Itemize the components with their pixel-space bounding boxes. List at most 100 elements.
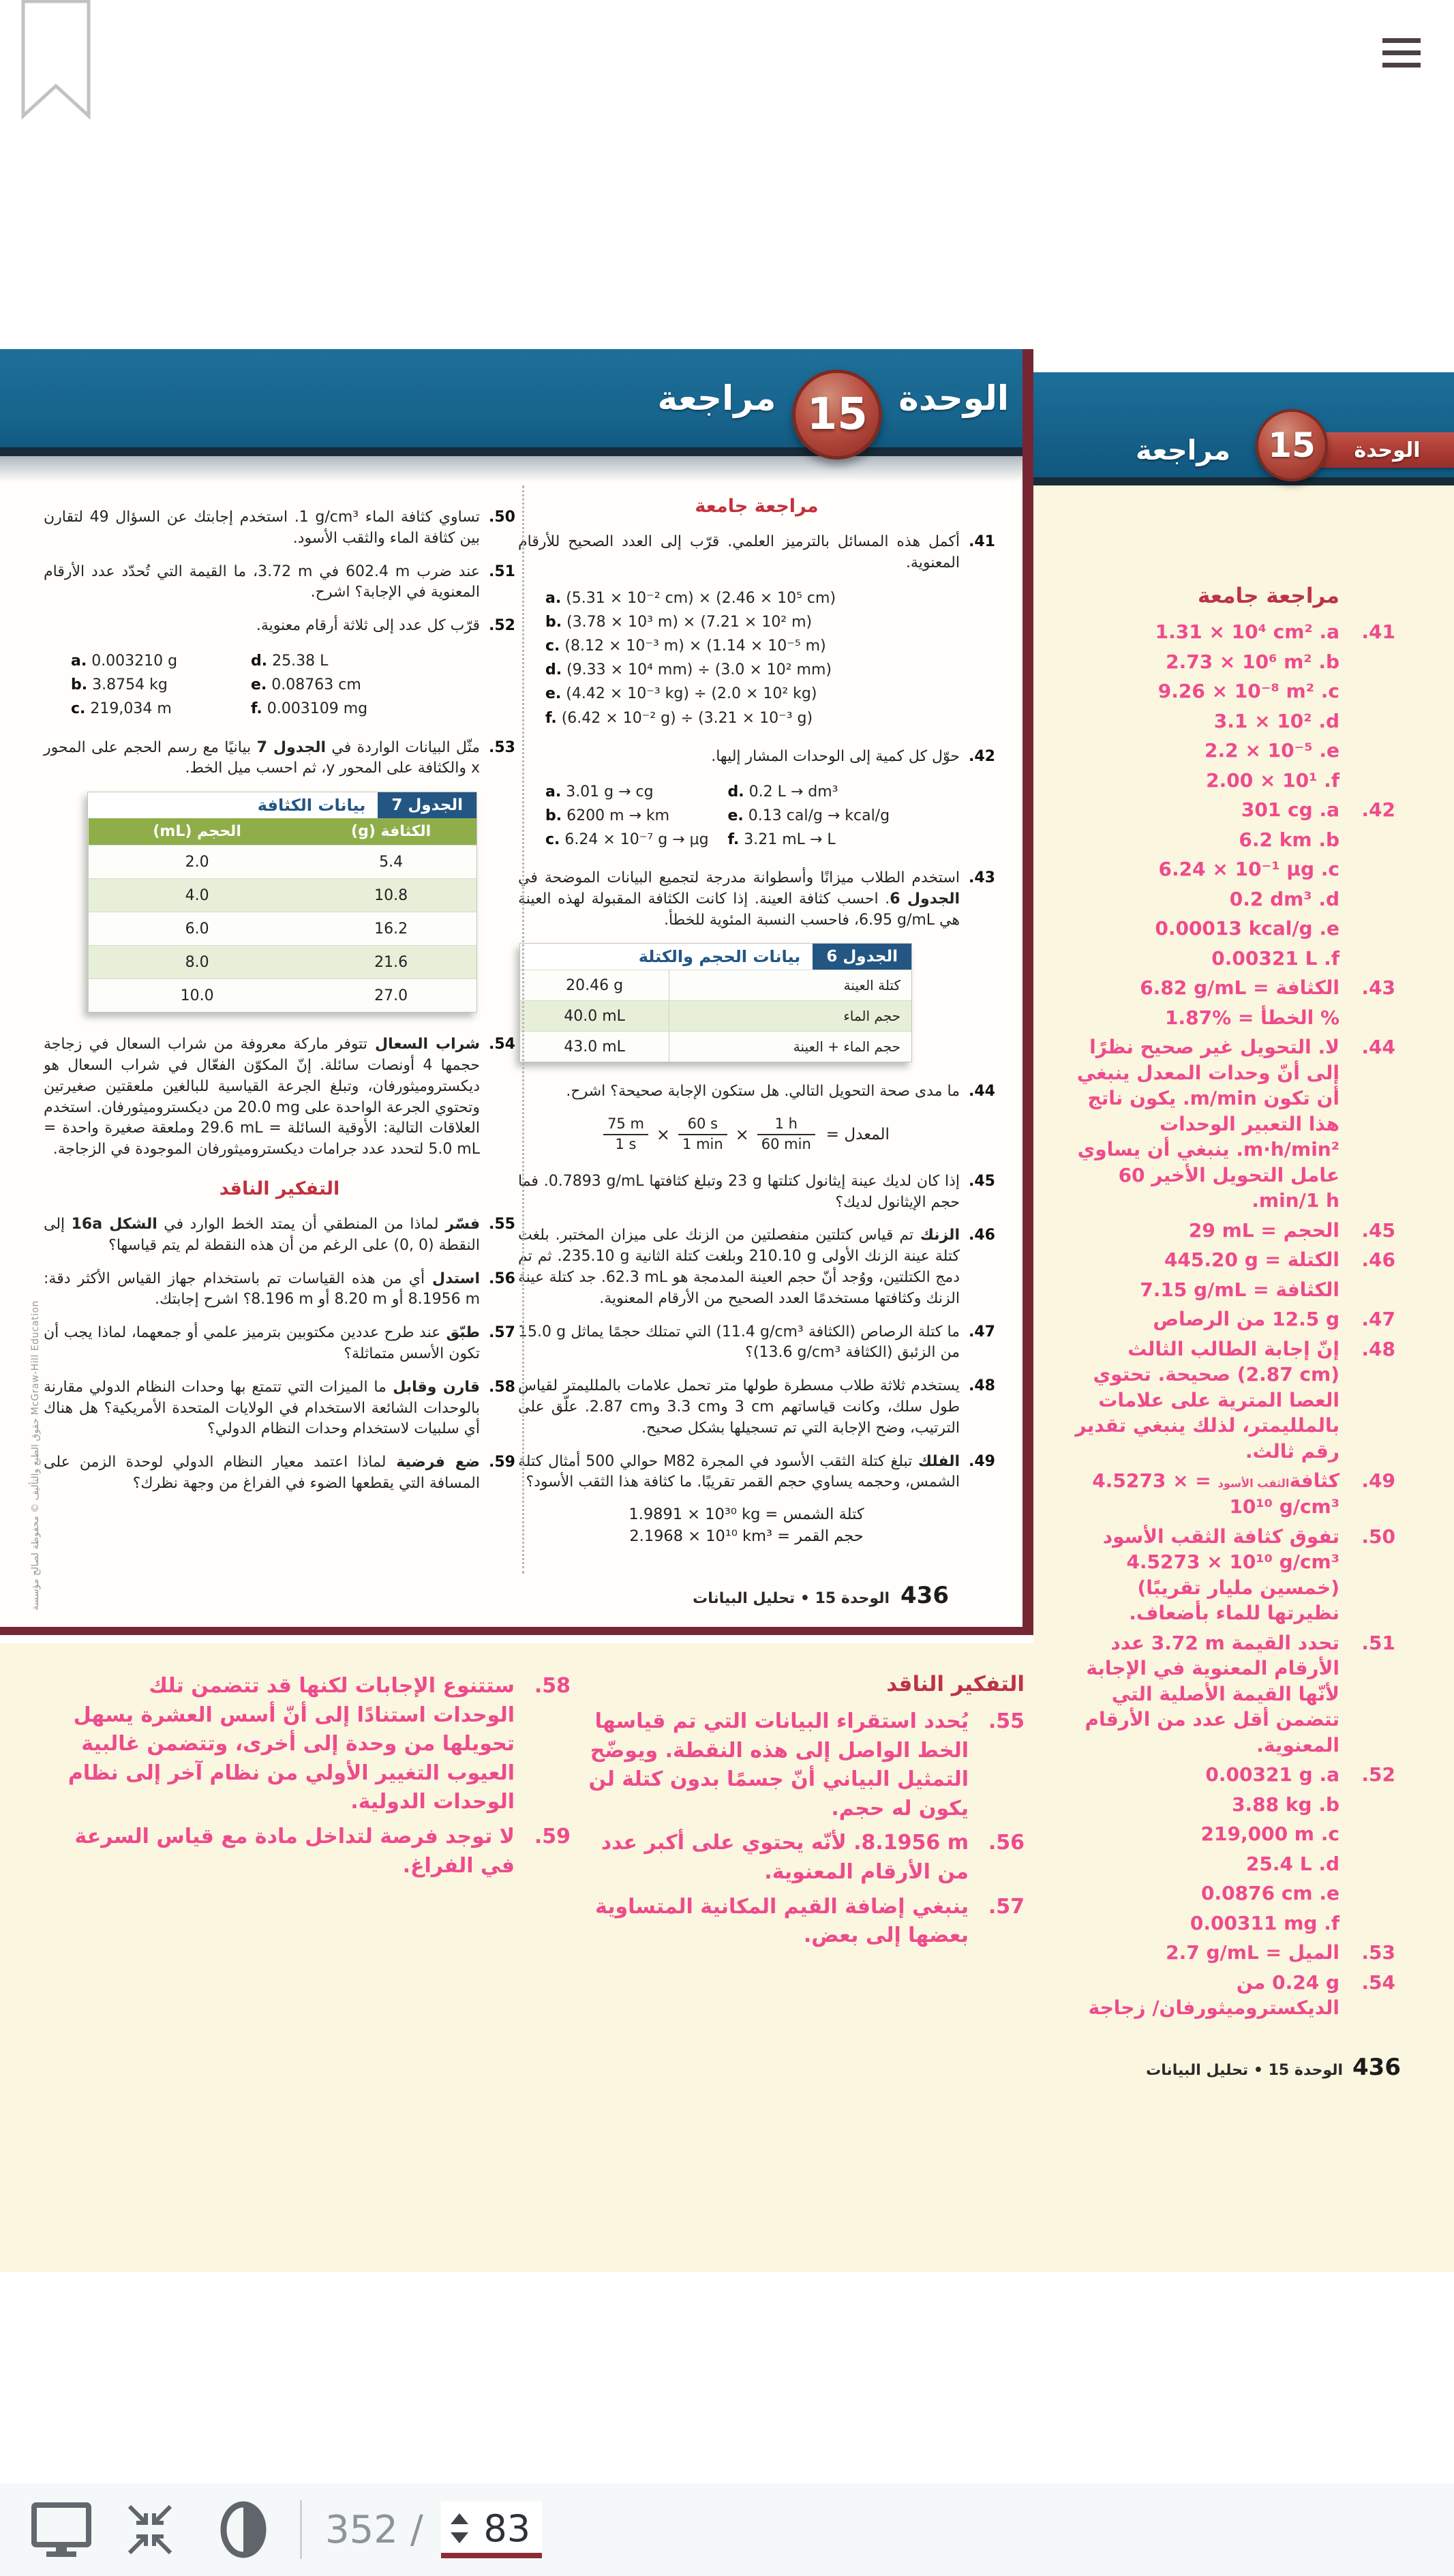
answer-number: 41.	[1361, 620, 1395, 643]
bookmark-icon[interactable]	[18, 0, 94, 123]
item-letter: f.	[251, 700, 262, 718]
answer-line: 55. يُحدد استقراء البيانات التي تم قياسها…	[588, 1707, 1025, 1823]
menu-bar	[1382, 50, 1421, 55]
question: 41. أكمل هذه المسائل بالترميز العلمي. قرّ…	[518, 533, 995, 571]
answer-line: e. 2.2 × 10⁻⁵	[1072, 738, 1395, 764]
denominator: 1 min	[682, 1135, 723, 1152]
item-letter: d.	[545, 661, 562, 679]
item-letter: f.	[1324, 946, 1339, 970]
question-number: 46.	[969, 1227, 995, 1244]
answer-line: 49. كثافةالثقب الأسود = 4.5273 × 10¹⁰ g/c…	[1092, 1469, 1395, 1518]
list-item: a. 0.003210 g	[71, 652, 178, 670]
table-cell: 40.0 mL	[564, 1007, 625, 1025]
spinner-up-icon[interactable]	[450, 2513, 468, 2524]
value: 12.5 g	[1272, 1308, 1339, 1331]
item-letter: b.	[545, 613, 562, 631]
bold-text: الجدول 6	[890, 890, 960, 908]
list-item: c. 219,034 m	[71, 700, 172, 718]
page-number: 436	[900, 1582, 949, 1609]
answer-line: 59. لا توجد فرصة لتداخل مادة مع قياس السر…	[63, 1823, 571, 1881]
numerator: 60 s	[678, 1115, 727, 1135]
value: 9.26 × 10⁻⁸ m²	[1157, 680, 1314, 703]
equation: كتلة الشمس = 1.9891 × 10³⁰ kg	[628, 1506, 864, 1524]
pair-list: a. 0.003210 g d. 25.38 L b. 3.8754 kg e. 0.…	[71, 649, 480, 721]
value: 3 cm	[734, 1398, 774, 1416]
value: 2.1968 × 10¹⁰ km³	[629, 1527, 773, 1546]
questions-column-left: 50. تساوي كثافة الماء 1 g/cm³. استخدم إجا…	[44, 507, 515, 1507]
bold-text: الشكل 16a	[71, 1215, 157, 1233]
value: x	[470, 760, 480, 777]
value: 2.2 × 10⁻⁵	[1205, 739, 1313, 762]
item-letter: d.	[1318, 709, 1339, 732]
answer-number: 42.	[1361, 798, 1395, 822]
answers-heading: التفكير الناقد	[886, 1672, 1025, 1696]
value: 29.6 mL	[200, 1120, 263, 1137]
formula-label: المعدل =	[826, 1125, 890, 1143]
fraction: 1 h 60 min	[757, 1115, 815, 1154]
question: 49. الفلك تبلغ كتلة الثقب الأسود في المجر…	[518, 1452, 995, 1491]
value: 602.4 m	[346, 563, 410, 580]
menu-icon[interactable]	[1382, 38, 1421, 75]
sidebar-navy-strip	[1033, 477, 1454, 485]
list-item: a. 3.01 g → cg	[545, 783, 654, 800]
spinner-arrows[interactable]	[450, 2513, 468, 2543]
data-table: الجدول 6 بيانات الحجم والكتلة كتلة العينة 2…	[519, 943, 912, 1063]
value: 11.4 g/cm³	[721, 1323, 804, 1341]
table-cell: حجم الماء	[669, 1001, 911, 1032]
value: 29 mL	[1188, 1218, 1254, 1242]
contrast-icon[interactable]	[217, 2500, 270, 2559]
monitor-icon[interactable]	[30, 2502, 93, 2558]
list-item: f. 3.21 mL → L	[727, 830, 836, 848]
value: 62.3 mL	[605, 1269, 668, 1287]
table-cell: 6.0	[88, 912, 305, 946]
page-number-input[interactable]: 83	[483, 2506, 531, 2550]
item-letter: a.	[1319, 798, 1339, 822]
table-row: 21.6 8.0	[88, 945, 476, 979]
sidebar-header-band: الوحدة 15 مراجعة	[1033, 372, 1454, 481]
value: 23 g	[728, 1172, 762, 1190]
item-letter: a.	[1319, 620, 1339, 643]
item-letter: b.	[1318, 1793, 1339, 1816]
answer-line: f. 0.00321 L	[1072, 946, 1395, 972]
spinner-down-icon[interactable]	[450, 2532, 468, 2543]
answer-number: 55.	[988, 1709, 1025, 1733]
question: 52. قرّب كل عدد إلى ثلاثة أرقام معنوية.	[44, 616, 515, 637]
table-cell: حجم الماء + العينة	[669, 1032, 911, 1062]
item-letter: b.	[1318, 828, 1339, 851]
toolbar-divider	[300, 2500, 302, 2559]
answer-number: 56.	[988, 1831, 1025, 1855]
table-title: بيانات الحجم والكتلة	[638, 947, 801, 967]
value: 1.87%	[1165, 1006, 1232, 1029]
answer-number: 51.	[1361, 1631, 1395, 1654]
value: (0, 0)	[393, 1236, 434, 1254]
copyright-text: حقوق الطبع والتأليف © محفوظة لصالح مؤسسة…	[30, 1300, 41, 1611]
item-letter: c.	[71, 700, 86, 718]
list-item: e. 0.13 cal/g → kcal/g	[727, 807, 890, 824]
list-row: a. 3.01 g → cg d. 0.2 L → dm³	[545, 780, 960, 804]
answer-line: d. 3.1 × 10²	[1072, 708, 1395, 734]
value: 7.15 g/mL	[1140, 1278, 1247, 1301]
value: 3.1 × 10²	[1213, 709, 1312, 732]
collapse-icon[interactable]	[124, 2504, 176, 2556]
answer-line: 52. a. 0.00321 g	[1072, 1762, 1395, 1788]
answer-line: % الخطأ = 1.87%	[1165, 1006, 1339, 1029]
value: 1.9891 × 10³⁰ kg	[628, 1506, 761, 1524]
item-letter: a.	[545, 783, 562, 800]
answer-line: b. 3.88 kg	[1072, 1792, 1395, 1818]
value: m·h/min²	[1243, 1138, 1339, 1161]
answer-number: 57.	[988, 1894, 1025, 1919]
table-row: حجم الماء + العينة 43.0 mL	[520, 1031, 911, 1062]
page-spinner[interactable]: 83	[440, 2501, 542, 2558]
list-item: d. (9.33 × 10⁴ mm) ÷ (3.0 × 10² mm)	[545, 661, 832, 679]
list-row: c. 219,034 m f. 0.003109 mg	[71, 697, 480, 721]
table-cell: 27.0	[374, 987, 408, 1004]
sidebar-background	[1033, 485, 1454, 2272]
pair-list: a. 3.01 g → cg d. 0.2 L → dm³ b. 6200 m → …	[545, 780, 960, 852]
value: 5.0 mL	[428, 1141, 480, 1158]
table-cell: 10.8	[374, 886, 408, 904]
table-header-row: الكثافة (g) الحجم (mL)	[88, 818, 476, 845]
table-cell: 2.0	[88, 845, 305, 879]
value: 20.0 mg	[237, 1098, 301, 1116]
